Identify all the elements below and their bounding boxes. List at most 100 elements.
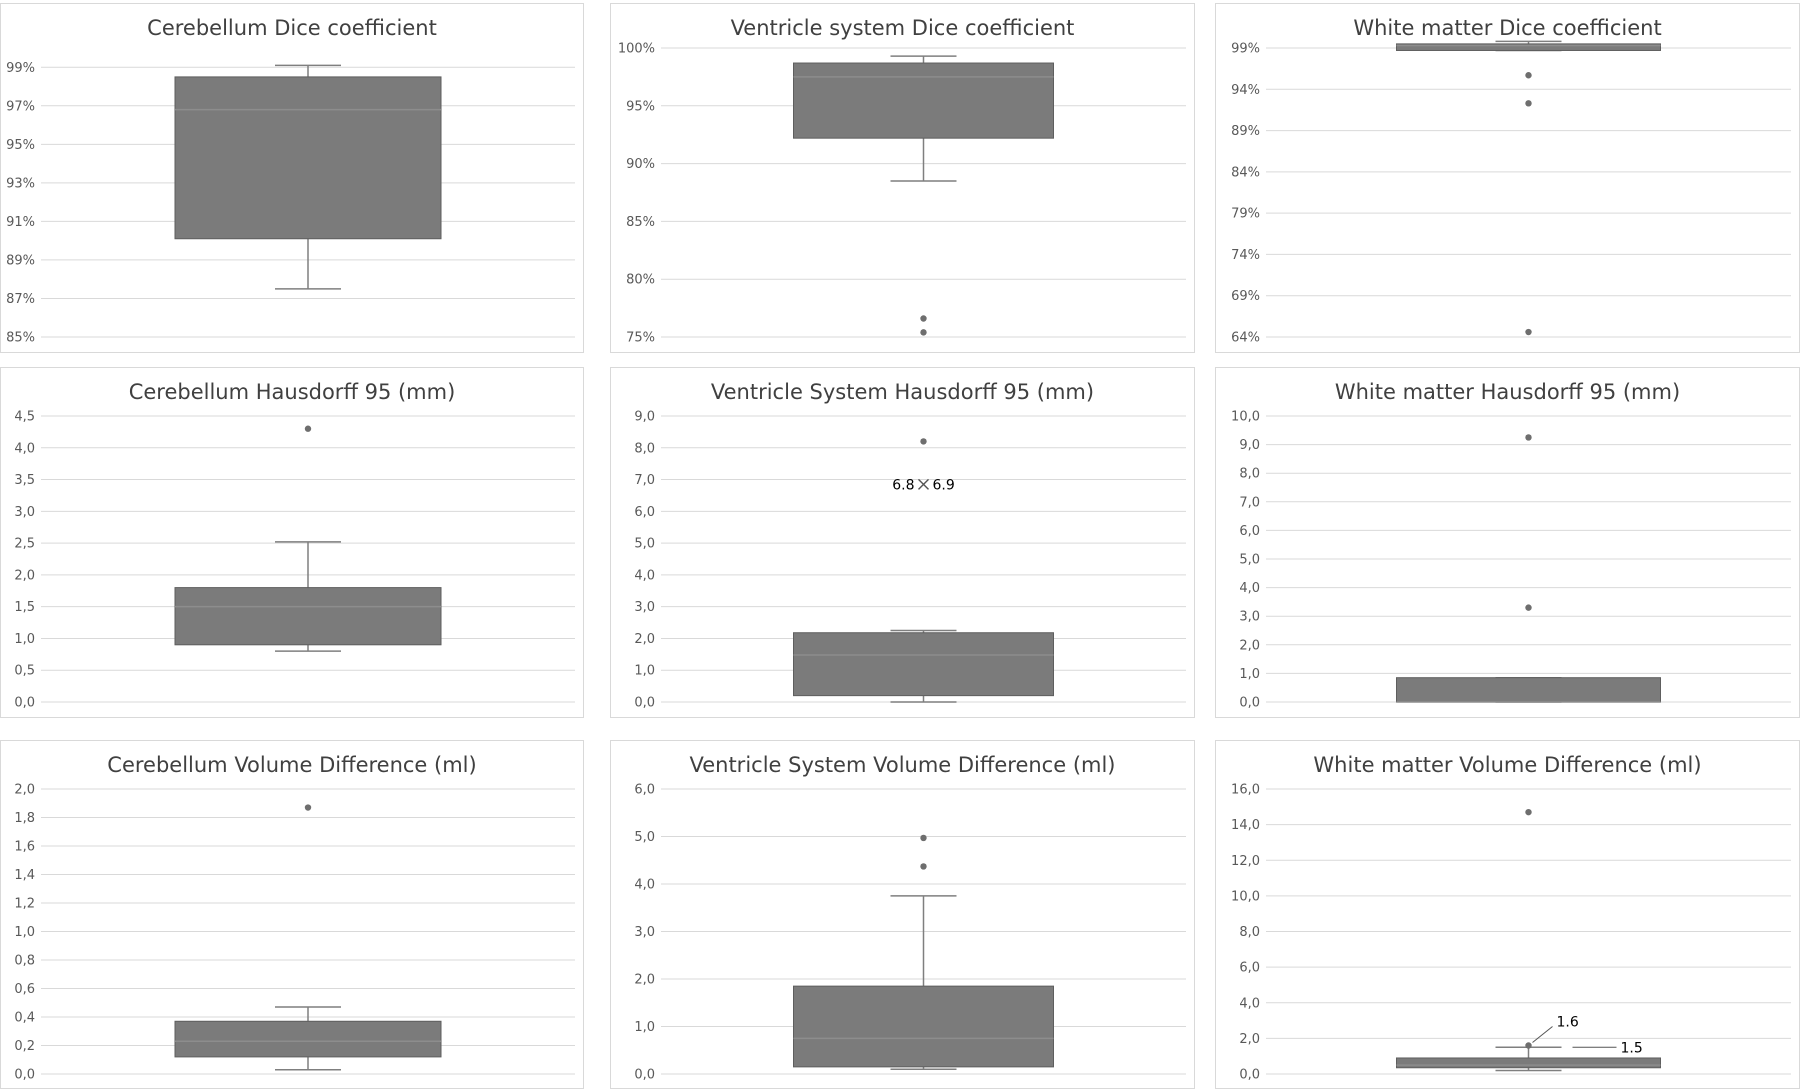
y-tick-label: 64% (1231, 331, 1260, 346)
outlier-point (920, 315, 927, 322)
outlier-point (920, 329, 927, 336)
y-tick-label: 4,0 (634, 878, 655, 893)
y-tick-label: 95% (6, 138, 35, 153)
y-tick-label: 6,0 (634, 505, 655, 520)
chart-svg: 75% 80% 85% 90% 95% 100% (618, 42, 1186, 346)
y-tick-label: 99% (6, 61, 35, 76)
y-tick-label: 14,0 (1231, 818, 1260, 833)
data-label: 6.9 (933, 477, 955, 493)
y-tick-label: 0,5 (14, 664, 35, 679)
iqr-box (793, 985, 1054, 1068)
y-tick-label: 0,0 (14, 1068, 35, 1083)
y-tick-label: 8,0 (634, 441, 655, 456)
chart-title: Ventricle system Dice coefficient (730, 16, 1075, 40)
y-tick-label: 75% (626, 331, 655, 346)
y-tick-label: 1,2 (14, 897, 35, 912)
y-tick-label: 1,8 (14, 811, 35, 826)
outlier-point (1525, 808, 1532, 816)
chart-svg: 0,0 2,0 4,0 6,0 8,0 10,0 12,0 14,0 16,0 1.6 1.5 (1231, 783, 1791, 1083)
y-tick-label: 0,2 (14, 1039, 35, 1054)
y-tick-label: 84% (1231, 165, 1260, 180)
y-tick-label: 6,0 (1239, 961, 1260, 976)
chart-panel-8: Ventricle System Volume Difference (ml) 0… (610, 740, 1195, 1089)
y-tick-label: 1,0 (14, 925, 35, 940)
chart-svg: 85% 87% 89% 91% 93% 95% 97% 99% (6, 61, 575, 346)
y-tick-label: 97% (6, 99, 35, 114)
y-tick-label: 1,4 (14, 868, 35, 883)
chart-panel-5: Ventricle System Hausdorff 95 (mm) 0,0 1,0… (610, 367, 1195, 718)
y-tick-label: 0,0 (1239, 1068, 1260, 1083)
iqr-box (793, 632, 1054, 697)
y-tick-label: 93% (6, 176, 35, 191)
outlier-point (304, 804, 312, 811)
chart-panel-6: White matter Hausdorff 95 (mm) 0,0 1,0 2,0 3… (1215, 367, 1800, 718)
y-tick-label: 0,0 (1239, 696, 1260, 711)
y-tick-label: 87% (6, 292, 35, 307)
y-tick-label: 4,0 (14, 441, 35, 456)
y-tick-label: 99% (1231, 42, 1260, 57)
outlier-point (1525, 1042, 1532, 1049)
y-tick-label: 95% (626, 99, 655, 114)
y-tick-label: 8,0 (1239, 925, 1260, 940)
y-tick-label: 94% (1231, 83, 1260, 98)
chart-title: Cerebellum Dice coefficient (147, 16, 437, 40)
chart-panel-7: Cerebellum Volume Difference (ml) 0,0 0,2 0… (0, 740, 584, 1089)
y-tick-label: 0,4 (14, 1011, 35, 1026)
y-tick-label: 3,0 (634, 925, 655, 940)
y-tick-label: 1,0 (14, 632, 35, 647)
y-tick-label: 0,0 (634, 696, 655, 711)
y-tick-label: 7,0 (634, 473, 655, 488)
chart-title: White matter Volume Difference (ml) (1313, 753, 1702, 777)
y-tick-label: 16,0 (1231, 783, 1260, 798)
y-tick-label: 89% (6, 253, 35, 268)
outlier-point (920, 834, 927, 842)
chart-title: White matter Dice coefficient (1353, 16, 1662, 40)
chart-title: Cerebellum Hausdorff 95 (mm) (128, 380, 456, 404)
outlier-point (1525, 72, 1532, 79)
chart-svg: 0,0 1,0 2,0 3,0 4,0 5,0 6,0 (634, 783, 1186, 1083)
y-tick-label: 2,0 (1239, 1032, 1260, 1047)
chart-title: Ventricle System Volume Difference (ml) (689, 753, 1116, 777)
y-tick-label: 5,0 (634, 830, 655, 845)
y-tick-label: 85% (6, 331, 35, 346)
iqr-box (174, 1020, 442, 1058)
y-tick-label: 12,0 (1231, 854, 1260, 869)
y-tick-label: 9,0 (634, 410, 655, 425)
chart-panel-9: White matter Volume Difference (ml) 0,0 2,… (1215, 740, 1800, 1089)
y-tick-label: 0,0 (14, 696, 35, 711)
y-tick-label: 10,0 (1231, 889, 1260, 904)
chart-title: Cerebellum Volume Difference (ml) (107, 753, 477, 777)
chart-panel-3: White matter Dice coefficient 64% 69% 74% 79… (1215, 3, 1800, 353)
y-tick-label: 4,0 (634, 568, 655, 583)
chart-title: White matter Hausdorff 95 (mm) (1334, 380, 1681, 404)
iqr-box (174, 76, 442, 240)
outlier-point (1525, 100, 1532, 107)
iqr-box (174, 587, 442, 646)
data-label: 1.5 (1621, 1040, 1643, 1056)
chart-svg: 64% 69% 74% 79% 84% 89% 94% 99% (1231, 40, 1791, 346)
y-tick-label: 100% (618, 42, 655, 57)
outlier-point (920, 438, 927, 445)
y-tick-label: 79% (1231, 207, 1260, 222)
chart-svg: 0,0 0,5 1,0 1,5 2,0 2,5 3,0 3,5 4,0 4,5 (14, 410, 575, 711)
annotation-leader (1532, 1026, 1553, 1043)
iqr-box (793, 62, 1054, 139)
y-tick-label: 1,0 (634, 664, 655, 679)
y-tick-label: 4,0 (1239, 581, 1260, 596)
outlier-point (920, 863, 927, 870)
y-tick-label: 69% (1231, 289, 1260, 304)
y-tick-label: 1,6 (14, 840, 35, 855)
y-tick-label: 9,0 (1239, 438, 1260, 453)
chart-panel-4: Cerebellum Hausdorff 95 (mm) 0,0 0,5 1,0 1,5… (0, 367, 584, 718)
y-tick-label: 1,0 (1239, 667, 1260, 682)
y-tick-label: 89% (1231, 124, 1260, 139)
y-tick-label: 2,0 (634, 632, 655, 647)
iqr-box (1396, 1057, 1661, 1069)
y-tick-label: 2,0 (634, 973, 655, 988)
outlier-point (1525, 434, 1532, 441)
chart-panel-1: Cerebellum Dice coefficient 85% 87% 89% 91% 9… (0, 3, 584, 353)
y-tick-label: 5,0 (1239, 553, 1260, 568)
y-tick-label: 6,0 (634, 783, 655, 798)
y-tick-label: 2,5 (14, 537, 35, 552)
